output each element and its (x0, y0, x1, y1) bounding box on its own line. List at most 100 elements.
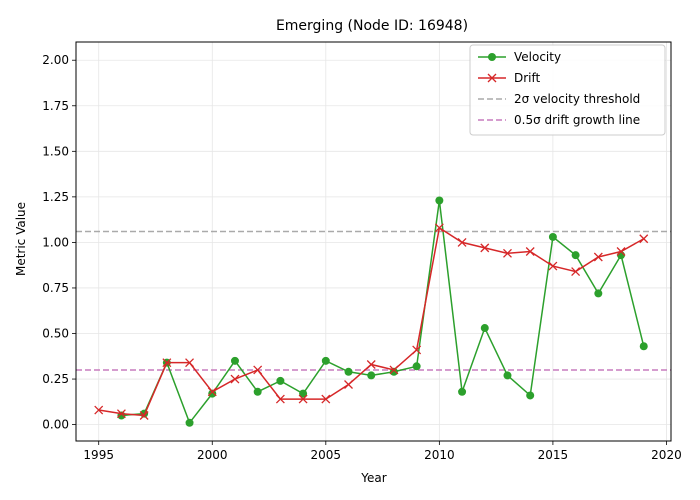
data-point-velocity (276, 376, 285, 385)
x-marker-stroke (616, 247, 626, 256)
data-point-drift (571, 267, 581, 277)
y-tick-label: 0.50 (42, 327, 69, 341)
plot-frame (75, 41, 672, 442)
x-marker-stroke (230, 374, 240, 384)
x-tick-label: 2005 (311, 448, 342, 462)
data-point-velocity (230, 356, 239, 365)
x-marker-stroke (139, 411, 149, 420)
data-point-drift (139, 411, 149, 420)
data-point-drift (639, 234, 649, 244)
x-marker-stroke (571, 267, 581, 277)
data-point-velocity (435, 196, 444, 205)
y-tick-label: 1.75 (42, 99, 69, 113)
y-tick-label: 1.00 (42, 235, 69, 249)
reference-lines (76, 230, 671, 371)
data-point-drift (525, 247, 535, 256)
x-tick-label: 2010 (424, 448, 455, 462)
y-tick-label: 0.25 (42, 372, 69, 386)
y-axis-label: Metric Value (14, 202, 28, 276)
data-point-drift (412, 345, 422, 355)
legend-entry-label: Velocity (514, 50, 561, 64)
data-point-drift (434, 223, 444, 233)
chart-title: Emerging (Node ID: 16948) (276, 18, 468, 34)
legend-entry-label: 2σ velocity threshold (514, 92, 640, 106)
x-axis-label: Year (360, 471, 386, 485)
data-point-drift (275, 394, 285, 404)
y-tick-label: 0.75 (42, 281, 69, 295)
data-point-drift (94, 405, 104, 415)
data-point-velocity (594, 289, 603, 298)
x-tick-label: 2000 (197, 448, 228, 462)
data-point-drift (548, 261, 558, 271)
x-tick-label: 2015 (538, 448, 569, 462)
data-point-drift (457, 237, 467, 247)
data-point-velocity (253, 387, 262, 396)
data-point-drift (207, 387, 217, 397)
x-marker-stroke (503, 248, 512, 258)
data-point-drift (616, 247, 626, 256)
data-point-drift (593, 252, 603, 262)
data-point-drift (321, 394, 331, 404)
data-point-velocity (639, 342, 648, 351)
x-marker-stroke (94, 405, 104, 415)
data-point-drift (185, 358, 195, 368)
x-marker-stroke (457, 237, 467, 247)
data-point-drift (480, 243, 490, 253)
legend-box (469, 44, 666, 136)
series-line-velocity (121, 200, 645, 425)
x-marker-stroke (207, 387, 217, 397)
data-point-drift (162, 358, 172, 368)
y-tick-label: 1.50 (42, 144, 69, 158)
data-point-velocity (344, 367, 353, 376)
x-marker-stroke (116, 409, 126, 419)
x-marker-stroke (548, 261, 558, 271)
data-point-drift (298, 394, 308, 404)
x-marker-stroke (525, 247, 535, 256)
data-point-velocity (526, 391, 535, 400)
x-tick-label: 1995 (83, 448, 114, 462)
data-point-velocity (571, 251, 580, 260)
data-point-velocity (548, 232, 557, 241)
data-point-drift (389, 365, 399, 375)
x-marker-stroke (389, 365, 399, 375)
data-point-velocity (458, 387, 467, 396)
data-point-drift (230, 374, 240, 384)
data-point-drift (344, 380, 353, 389)
x-marker-stroke (298, 394, 308, 404)
legend-marker (487, 73, 497, 83)
data-point-velocity (299, 389, 308, 398)
x-marker-stroke (639, 234, 649, 244)
data-point-velocity (412, 362, 421, 371)
x-marker-stroke (185, 358, 195, 368)
x-marker-stroke (366, 360, 376, 369)
ticks: 1995 2000 2005 2010 2015 2020 0.00 0.25 0.50 0.75… (42, 53, 681, 462)
data-point-velocity (321, 356, 330, 365)
x-marker-stroke (275, 394, 285, 404)
data-point-drift (503, 248, 512, 258)
x-marker-stroke (434, 223, 444, 233)
x-marker-stroke (412, 345, 422, 355)
data-point-drift (253, 365, 263, 375)
legend: Velocity Drift 2σ velocity threshold 0.5σ d… (469, 44, 666, 136)
y-tick-label: 0.00 (42, 418, 69, 432)
y-tick-label: 2.00 (42, 53, 69, 67)
data-point-velocity (185, 418, 194, 427)
data-point-velocity (503, 371, 512, 380)
series-group (94, 196, 649, 427)
legend-marker (488, 53, 496, 61)
x-marker-stroke (253, 365, 263, 375)
grid (76, 42, 671, 441)
data-point-velocity (480, 324, 489, 333)
legend-entry-label: Drift (514, 71, 541, 85)
data-point-velocity (208, 389, 217, 398)
x-tick-label: 2020 (651, 448, 682, 462)
x-marker-stroke (480, 243, 490, 253)
x-marker-stroke (593, 252, 603, 262)
data-point-drift (366, 360, 376, 369)
legend-entry-label: 0.5σ drift growth line (514, 113, 640, 127)
x-marker-stroke (344, 380, 353, 389)
data-point-velocity (367, 371, 376, 380)
data-point-drift (116, 409, 126, 419)
x-marker-stroke (321, 394, 331, 404)
